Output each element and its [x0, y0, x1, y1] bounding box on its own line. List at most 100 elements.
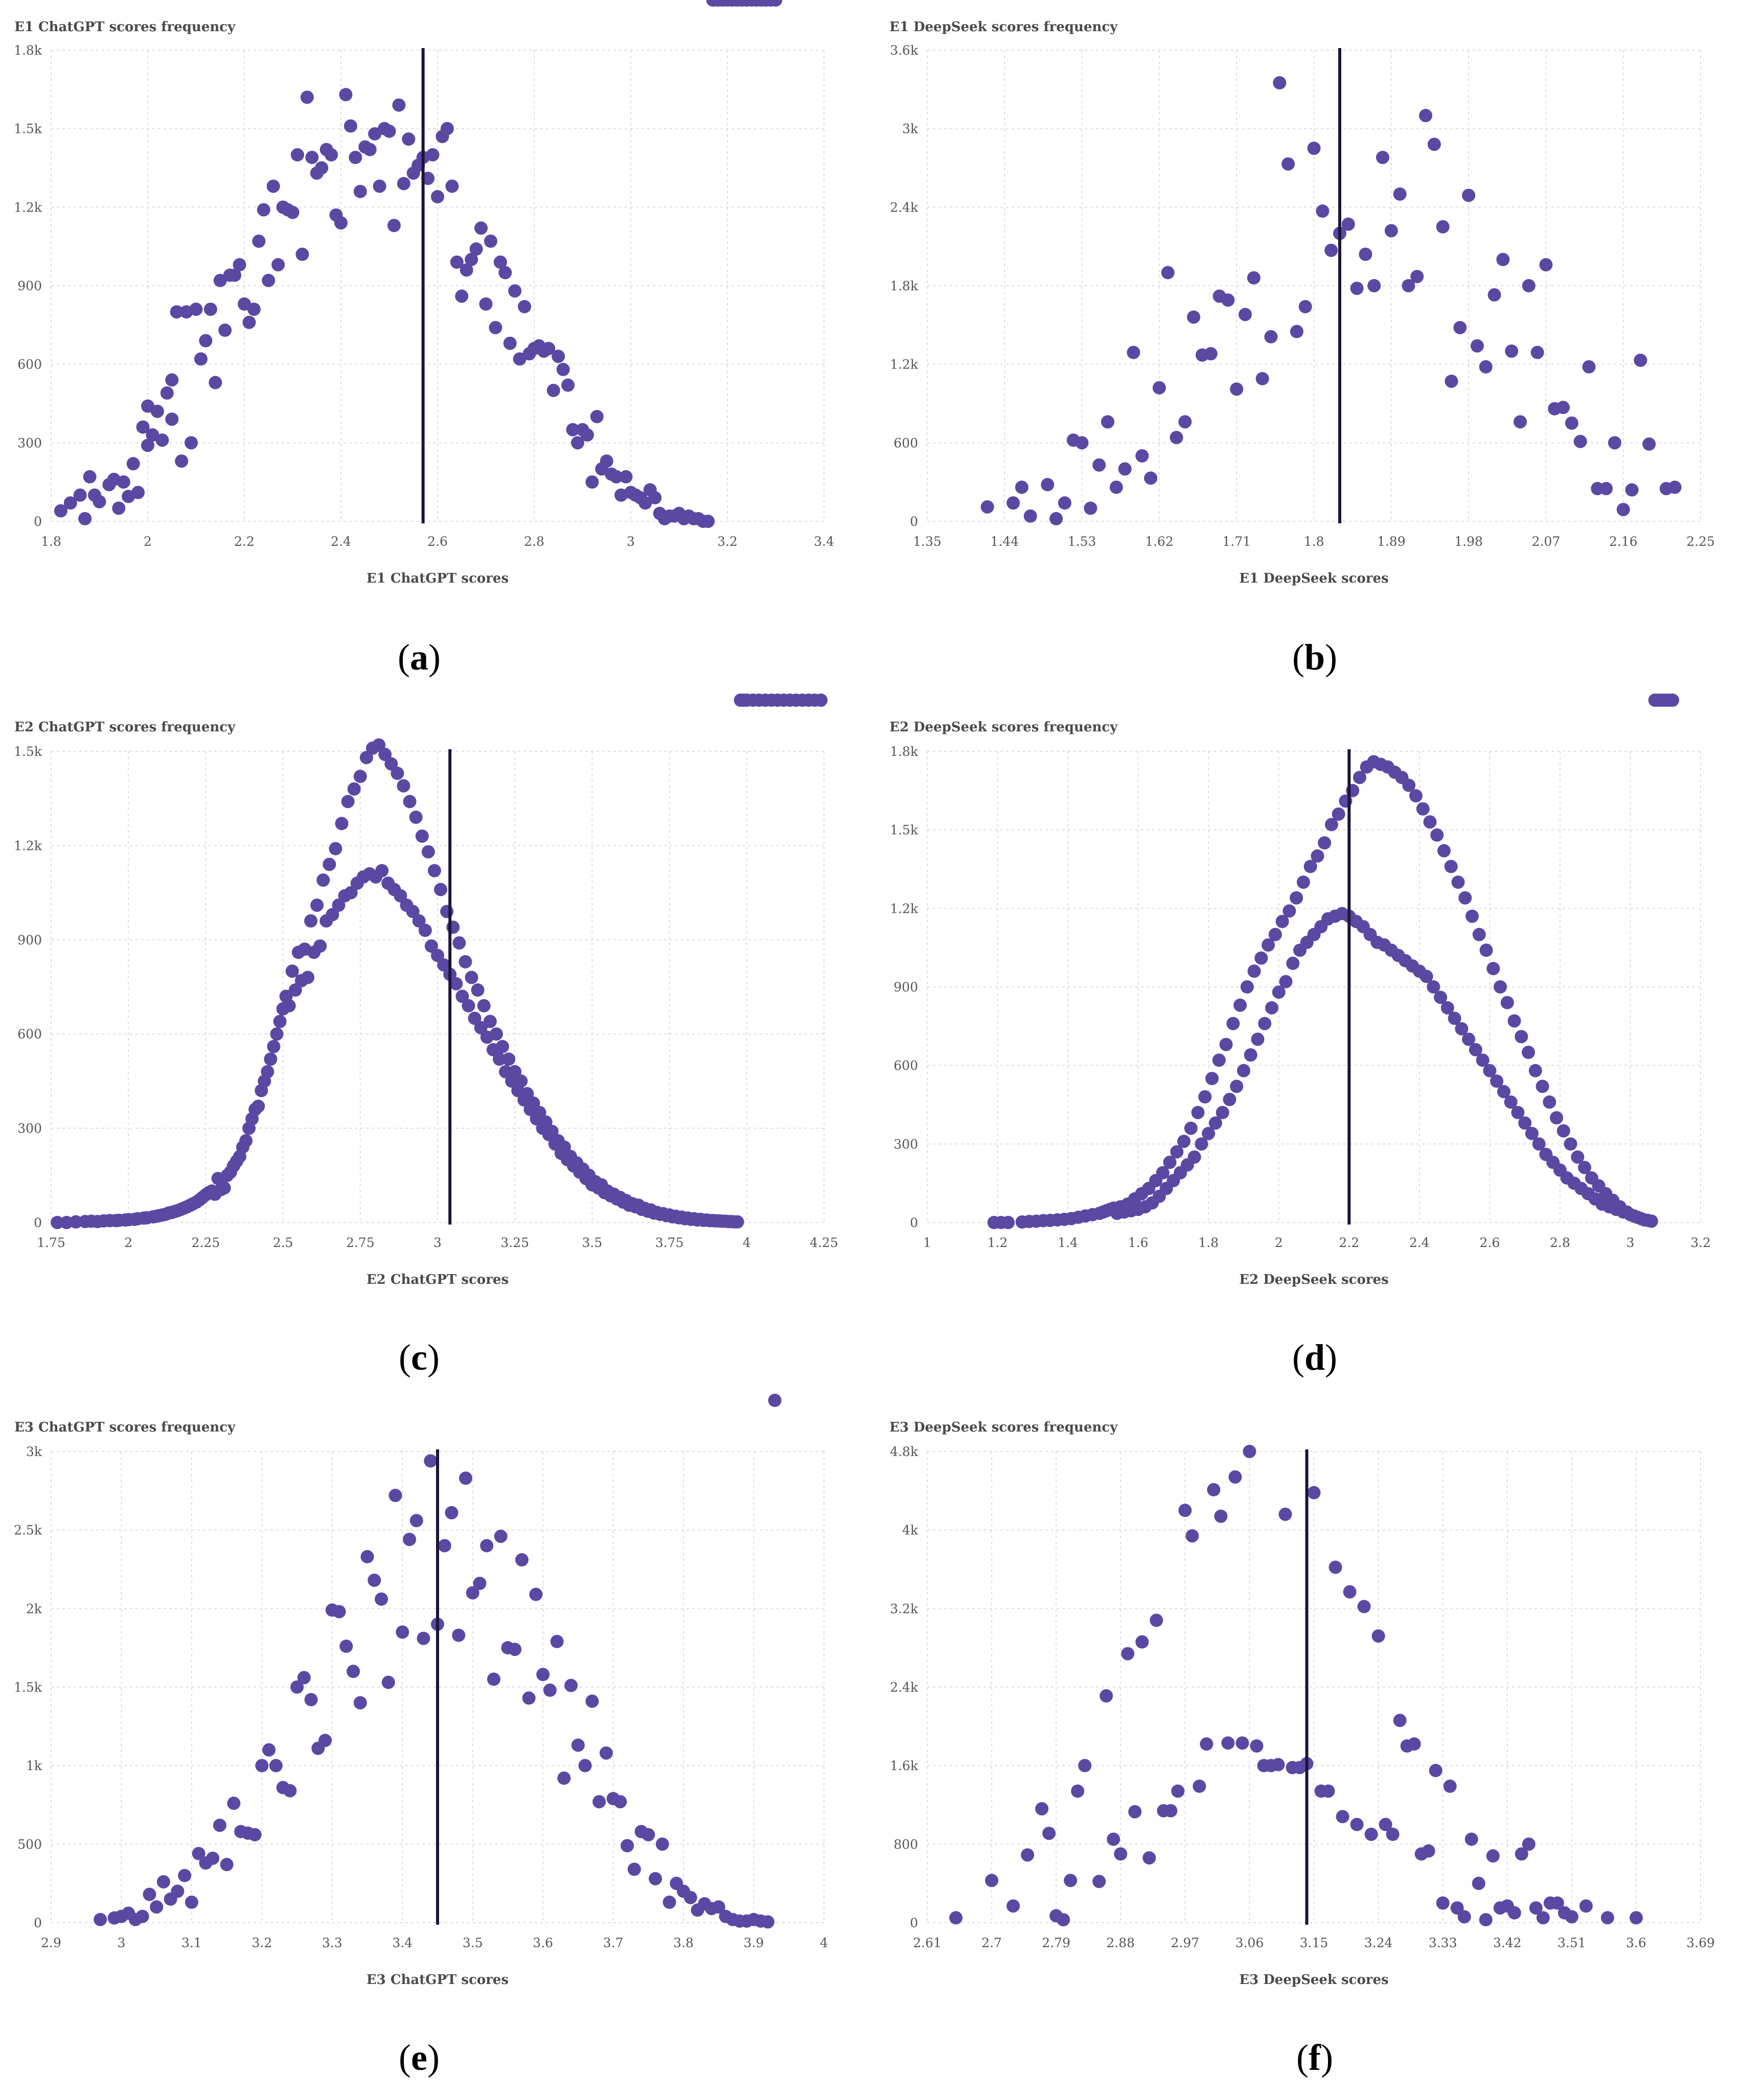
y-tick-label: 2.4k — [890, 200, 919, 215]
x-tick-label: 2 — [144, 534, 152, 549]
x-tick-label: 2.7 — [981, 1935, 1002, 1950]
data-point — [1429, 1764, 1443, 1778]
data-point — [375, 864, 389, 878]
y-tick-label: 0 — [910, 514, 918, 529]
data-point — [1410, 270, 1424, 284]
y-tick-label: 1.5k — [14, 744, 42, 759]
data-point — [150, 404, 164, 418]
x-tick-label: 2.6 — [427, 534, 448, 549]
data-point — [1579, 1899, 1593, 1913]
data-point — [1171, 1784, 1185, 1798]
y-tick-label: 500 — [17, 1837, 42, 1852]
data-point — [1564, 1137, 1577, 1151]
data-point — [372, 738, 386, 752]
data-point — [1156, 1166, 1170, 1180]
data-point — [388, 1489, 402, 1503]
data-point — [1529, 1901, 1543, 1915]
data-point — [165, 373, 179, 387]
data-point — [1376, 151, 1389, 165]
data-point — [194, 352, 208, 366]
x-tick-label: 3.4 — [392, 1935, 413, 1950]
data-point — [300, 90, 314, 104]
data-point — [396, 1625, 409, 1639]
data-point — [1109, 480, 1123, 494]
x-tick-label: 1.4 — [1058, 1235, 1078, 1250]
data-point — [627, 1862, 641, 1876]
data-point — [150, 1900, 164, 1914]
y-tick-label: 2.5k — [14, 1523, 42, 1538]
data-point — [1528, 1064, 1542, 1077]
y-tick-label: 600 — [894, 435, 918, 450]
data-point — [1634, 353, 1647, 367]
x-tick-label: 3 — [1627, 1235, 1635, 1250]
data-point — [515, 1553, 529, 1567]
data-point — [381, 1675, 395, 1689]
data-point — [1144, 471, 1158, 485]
data-point — [1142, 1851, 1156, 1865]
data-point — [440, 122, 454, 135]
data-point — [227, 1796, 241, 1810]
data-point — [484, 234, 497, 248]
data-point — [1504, 1095, 1518, 1109]
data-point — [1450, 1901, 1464, 1915]
data-point — [1164, 1804, 1178, 1818]
data-point — [730, 1215, 744, 1229]
data-point — [1071, 1784, 1085, 1798]
x-tick-label: 3 — [627, 534, 635, 549]
data-point — [438, 1539, 451, 1553]
data-point — [477, 999, 491, 1012]
data-point — [465, 252, 478, 266]
data-point — [474, 1021, 488, 1034]
x-tick-label: 3.5 — [463, 1935, 483, 1950]
data-point — [1668, 480, 1682, 494]
data-point — [1187, 1150, 1201, 1164]
data-point — [1357, 1600, 1371, 1613]
data-point — [1436, 1896, 1450, 1910]
data-point — [1550, 1111, 1564, 1125]
data-point — [1001, 1216, 1015, 1229]
data-point — [571, 1738, 585, 1752]
data-point — [1286, 956, 1300, 970]
data-point — [1409, 789, 1423, 803]
data-point — [1324, 818, 1338, 832]
data-point — [409, 1514, 423, 1528]
data-point — [170, 305, 184, 319]
x-axis-label: E2 DeepSeek scores — [1239, 1272, 1388, 1287]
data-point — [552, 350, 565, 363]
data-point — [1198, 1090, 1212, 1104]
data-point — [496, 1040, 510, 1053]
data-point — [255, 1759, 269, 1772]
data-point — [613, 1795, 627, 1809]
data-point — [1430, 828, 1444, 842]
data-point — [273, 1014, 287, 1028]
data-point — [445, 1506, 459, 1519]
data-point — [359, 751, 373, 765]
data-point — [301, 971, 314, 984]
data-point — [683, 1890, 697, 1904]
data-point — [1476, 1053, 1490, 1067]
data-point — [185, 1896, 198, 1909]
data-point — [143, 1887, 156, 1901]
x-tick-label: 1.89 — [1377, 534, 1406, 549]
data-point — [426, 148, 440, 161]
data-point — [462, 999, 475, 1012]
x-tick-label: 2.75 — [346, 1235, 375, 1250]
data-point — [494, 1529, 508, 1543]
data-point — [452, 936, 466, 950]
data-point — [1665, 694, 1679, 707]
data-point — [417, 1631, 430, 1645]
data-point — [51, 1216, 64, 1229]
data-point — [54, 504, 67, 518]
x-tick-label: 3.4 — [814, 534, 834, 549]
scatter-plot: 1 1.2 1.4 1.6 1.8 2 2.2 2.4 2.6 2.8 3 3.2 0 300 600 900… — [890, 694, 1711, 1287]
data-point — [655, 1837, 669, 1851]
x-tick-label: 3.5 — [582, 1235, 603, 1250]
data-point — [446, 920, 460, 934]
x-tick-label: 3.7 — [603, 1935, 624, 1950]
x-tick-label: 4 — [743, 1235, 751, 1250]
data-point — [1152, 381, 1166, 395]
data-point — [112, 501, 126, 515]
data-point — [1536, 1911, 1550, 1925]
data-point — [218, 324, 232, 337]
data-point — [175, 454, 189, 468]
